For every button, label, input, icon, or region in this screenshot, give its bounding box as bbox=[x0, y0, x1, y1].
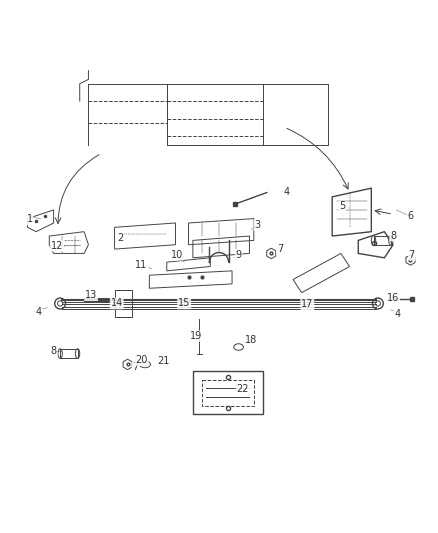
Text: 22: 22 bbox=[237, 384, 249, 394]
Text: 18: 18 bbox=[245, 335, 258, 345]
Text: 15: 15 bbox=[178, 298, 191, 309]
Text: 2: 2 bbox=[117, 233, 124, 243]
Text: 8: 8 bbox=[390, 231, 396, 240]
Text: 7: 7 bbox=[132, 362, 138, 373]
Text: 5: 5 bbox=[339, 201, 345, 212]
Text: 17: 17 bbox=[301, 300, 314, 309]
Text: 10: 10 bbox=[171, 250, 183, 260]
Text: 19: 19 bbox=[190, 331, 202, 341]
Text: 4: 4 bbox=[35, 307, 42, 317]
Text: 8: 8 bbox=[50, 346, 57, 357]
Text: 20: 20 bbox=[135, 355, 148, 365]
Text: 21: 21 bbox=[157, 357, 170, 366]
Text: 9: 9 bbox=[236, 250, 242, 260]
Text: 13: 13 bbox=[85, 290, 97, 300]
Text: 12: 12 bbox=[51, 240, 63, 251]
Text: 4: 4 bbox=[394, 309, 400, 319]
Text: 7: 7 bbox=[409, 250, 415, 260]
Text: 4: 4 bbox=[284, 187, 290, 197]
Text: 7: 7 bbox=[277, 244, 283, 254]
Text: 14: 14 bbox=[111, 298, 123, 309]
Text: 6: 6 bbox=[407, 212, 413, 221]
Text: 3: 3 bbox=[254, 220, 260, 230]
Text: 11: 11 bbox=[135, 260, 148, 270]
Text: 1: 1 bbox=[27, 214, 33, 224]
Text: 16: 16 bbox=[387, 293, 399, 303]
